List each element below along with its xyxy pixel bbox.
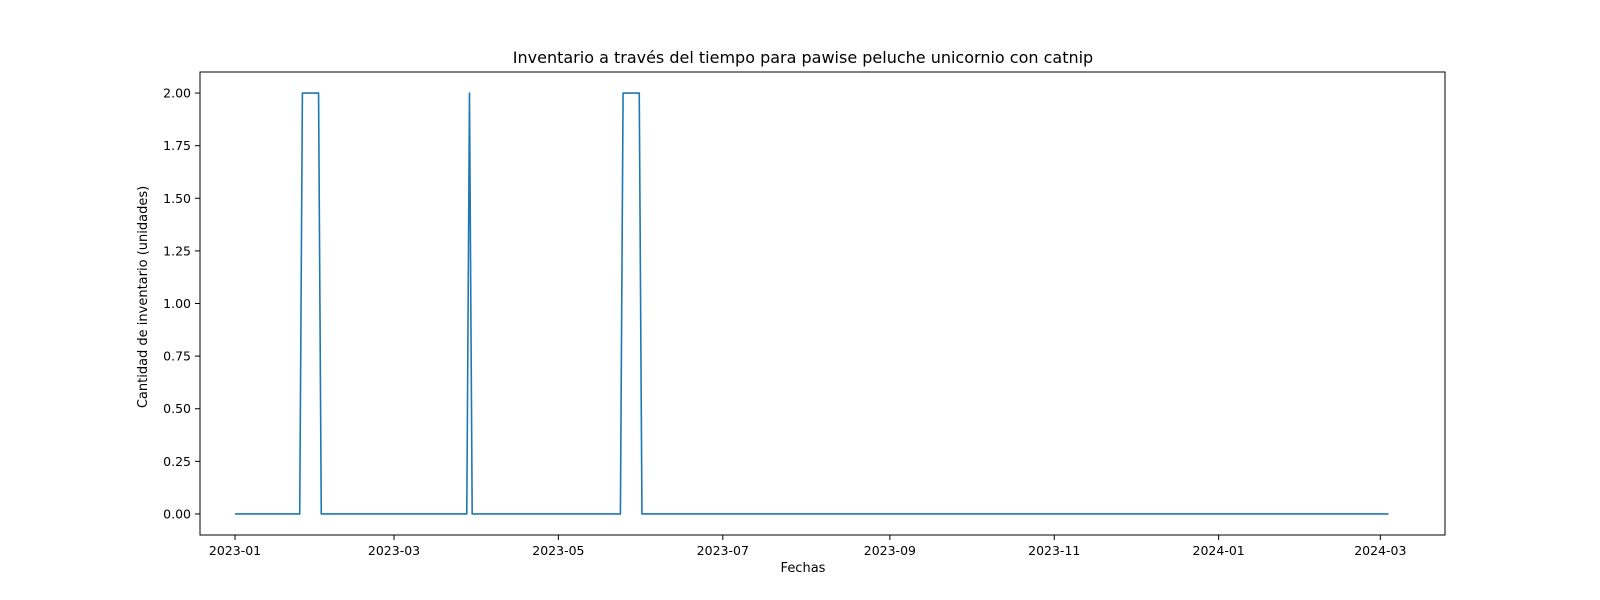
x-axis: 2023-01 2023-03 2023-05 2023-07 2023-09 2023-… xyxy=(209,535,1406,558)
y-tick-label: 0.75 xyxy=(163,349,191,364)
chart-title: Inventario a través del tiempo para pawi… xyxy=(513,48,1093,67)
x-tick-label: 2024-03 xyxy=(1354,543,1406,558)
y-tick-label: 1.25 xyxy=(163,243,191,258)
y-tick-label: 1.00 xyxy=(163,296,191,311)
x-tick-label: 2023-05 xyxy=(532,543,584,558)
x-tick-label: 2023-01 xyxy=(209,543,261,558)
x-tick-label: 2023-09 xyxy=(864,543,916,558)
y-tick-label: 2.00 xyxy=(163,86,191,101)
x-tick-label: 2023-03 xyxy=(368,543,420,558)
y-axis-label: Cantidad de inventario (unidades) xyxy=(136,186,151,408)
y-axis: 0.00 0.25 0.50 0.75 1.00 1.25 1.50 1.75 2.00 xyxy=(163,86,200,521)
y-tick-label: 1.75 xyxy=(163,138,191,153)
x-axis-label: Fechas xyxy=(781,561,826,576)
plot-area xyxy=(199,71,1446,536)
y-tick-label: 1.50 xyxy=(163,191,191,206)
y-tick-label: 0.25 xyxy=(163,454,191,469)
plot-frame xyxy=(199,71,1446,536)
x-tick-label: 2024-01 xyxy=(1193,543,1245,558)
x-tick-label: 2023-11 xyxy=(1028,543,1080,558)
y-tick-label: 0.50 xyxy=(163,401,191,416)
series-line-0 xyxy=(235,92,1389,515)
y-tick-label: 0.00 xyxy=(163,506,191,521)
series-layer xyxy=(235,92,1389,515)
x-tick-label: 2023-07 xyxy=(697,543,749,558)
